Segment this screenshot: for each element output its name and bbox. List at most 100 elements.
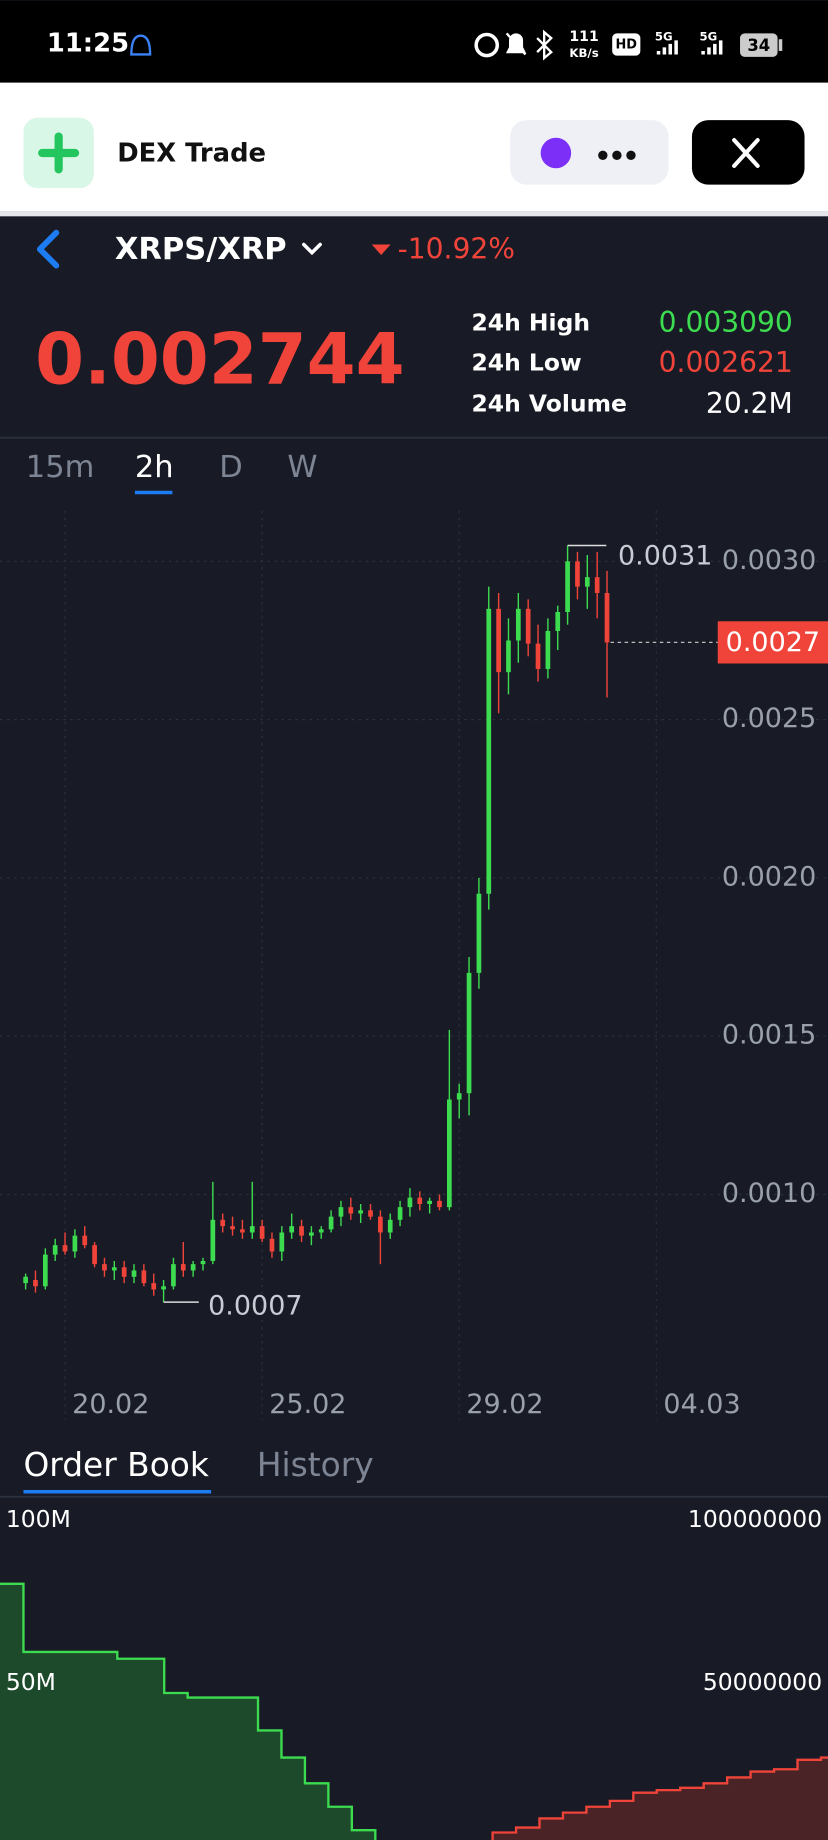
x-tick-label: 20.02 — [72, 1389, 149, 1420]
candle-body — [131, 1270, 137, 1277]
last-price: 0.002744 — [35, 319, 404, 401]
candle-body — [407, 1197, 413, 1208]
interval-tab-active[interactable]: 2h — [135, 450, 174, 485]
menu-pill[interactable] — [510, 120, 669, 185]
network-label-2: 5G — [699, 29, 717, 43]
high-label: 0.0031 — [618, 541, 712, 572]
candle-body — [141, 1270, 147, 1284]
candle-body — [378, 1216, 383, 1233]
candle-body — [289, 1226, 295, 1233]
status-bar — [0, 0, 828, 83]
candle-body — [437, 1200, 442, 1208]
price-change: -10.92% — [398, 232, 515, 265]
candle-body — [476, 893, 482, 973]
signal-icon — [656, 40, 678, 55]
candle-body — [62, 1245, 68, 1252]
notification-icon — [130, 34, 152, 56]
depth-area — [0, 1583, 376, 1840]
candle-body — [200, 1260, 206, 1265]
clock: 11:25 — [47, 28, 129, 58]
interval-underline — [134, 490, 173, 495]
more-dot — [598, 150, 608, 161]
wallet-dot — [540, 137, 572, 169]
interval-tab[interactable]: 15m — [26, 450, 95, 485]
candle-body — [358, 1210, 364, 1214]
candle-body — [249, 1226, 255, 1233]
candle-body — [368, 1210, 373, 1217]
candle-body — [52, 1245, 58, 1255]
candle-body — [230, 1226, 235, 1230]
candle-body — [33, 1279, 38, 1287]
header-divider — [0, 211, 828, 217]
app-header — [0, 82, 828, 212]
candle-body — [102, 1264, 107, 1271]
candle-body — [72, 1235, 78, 1252]
candle-body — [604, 593, 610, 643]
y-tick-label: 0.0015 — [722, 1020, 816, 1051]
candle-body — [328, 1216, 334, 1230]
divider — [0, 436, 828, 439]
stat-label: 24h Low — [471, 349, 581, 377]
stat-label: 24h Volume — [471, 390, 626, 418]
close-icon — [732, 138, 760, 168]
candle-body — [515, 608, 521, 641]
candle-body — [417, 1197, 423, 1204]
interval-tab[interactable]: W — [287, 450, 317, 485]
candle-body — [348, 1207, 354, 1214]
candle-body — [387, 1219, 393, 1233]
bottom-tab[interactable]: History — [257, 1446, 374, 1484]
candle-body — [456, 1093, 462, 1100]
candle-body — [171, 1264, 176, 1287]
candle-body — [210, 1219, 216, 1261]
hd-label: HD — [616, 38, 638, 53]
depth-y2-label: 50000000 — [703, 1668, 822, 1696]
bluetooth-icon — [536, 29, 553, 61]
candle-body — [466, 972, 472, 1094]
y-tick-label: 0.0020 — [722, 861, 816, 892]
last-price-label: 0.0027 — [726, 627, 820, 658]
candle-body — [565, 561, 570, 612]
candle-body — [259, 1226, 265, 1239]
bottom-tab-active[interactable]: Order Book — [23, 1446, 208, 1484]
back-button[interactable] — [36, 229, 60, 269]
candle-body — [545, 630, 551, 669]
x-tick-label: 04.03 — [663, 1389, 740, 1420]
stat-value: 0.003090 — [659, 306, 793, 339]
stat-value: 20.2M — [706, 387, 793, 420]
candle-body — [584, 577, 590, 587]
candle-body — [506, 640, 511, 673]
candle-body — [447, 1099, 452, 1208]
y-tick-label: 0.0025 — [722, 703, 816, 734]
pair-chevron[interactable] — [301, 242, 322, 256]
stat-value: 0.002621 — [659, 346, 793, 379]
candle-body — [594, 577, 600, 593]
depth-chart: 50M 100M 50000000 100000000 — [0, 1505, 828, 1840]
candle-body — [535, 643, 541, 669]
change-arrow — [371, 244, 391, 256]
candle-body — [92, 1245, 97, 1265]
candle-body — [397, 1207, 403, 1220]
candle-body — [111, 1267, 117, 1271]
candle-body — [496, 608, 501, 673]
interval-tab[interactable]: D — [219, 450, 242, 485]
depth-line — [0, 1582, 377, 1840]
candle-body — [220, 1219, 226, 1227]
divider — [0, 1495, 828, 1498]
last-price-tag — [717, 621, 828, 664]
candlestick-chart: 0.0010 0.0015 0.0020 0.0025 0.0030 20.02 25.02… — [0, 510, 828, 1420]
candle-body — [240, 1229, 245, 1233]
candle-body — [269, 1238, 275, 1252]
candle-body — [279, 1232, 285, 1252]
candle-body — [42, 1254, 48, 1287]
net-speed-unit: KB/s — [569, 46, 598, 60]
battery — [740, 33, 778, 57]
app-title: DEX Trade — [117, 139, 266, 169]
depth-y-label: 50M — [6, 1668, 56, 1696]
hd-badge — [612, 33, 641, 56]
more-dot — [612, 150, 622, 161]
net-speed: 111 — [569, 29, 598, 45]
x-tick-label: 25.02 — [269, 1389, 346, 1420]
pair-name[interactable]: XRPS/XRP — [115, 232, 287, 267]
